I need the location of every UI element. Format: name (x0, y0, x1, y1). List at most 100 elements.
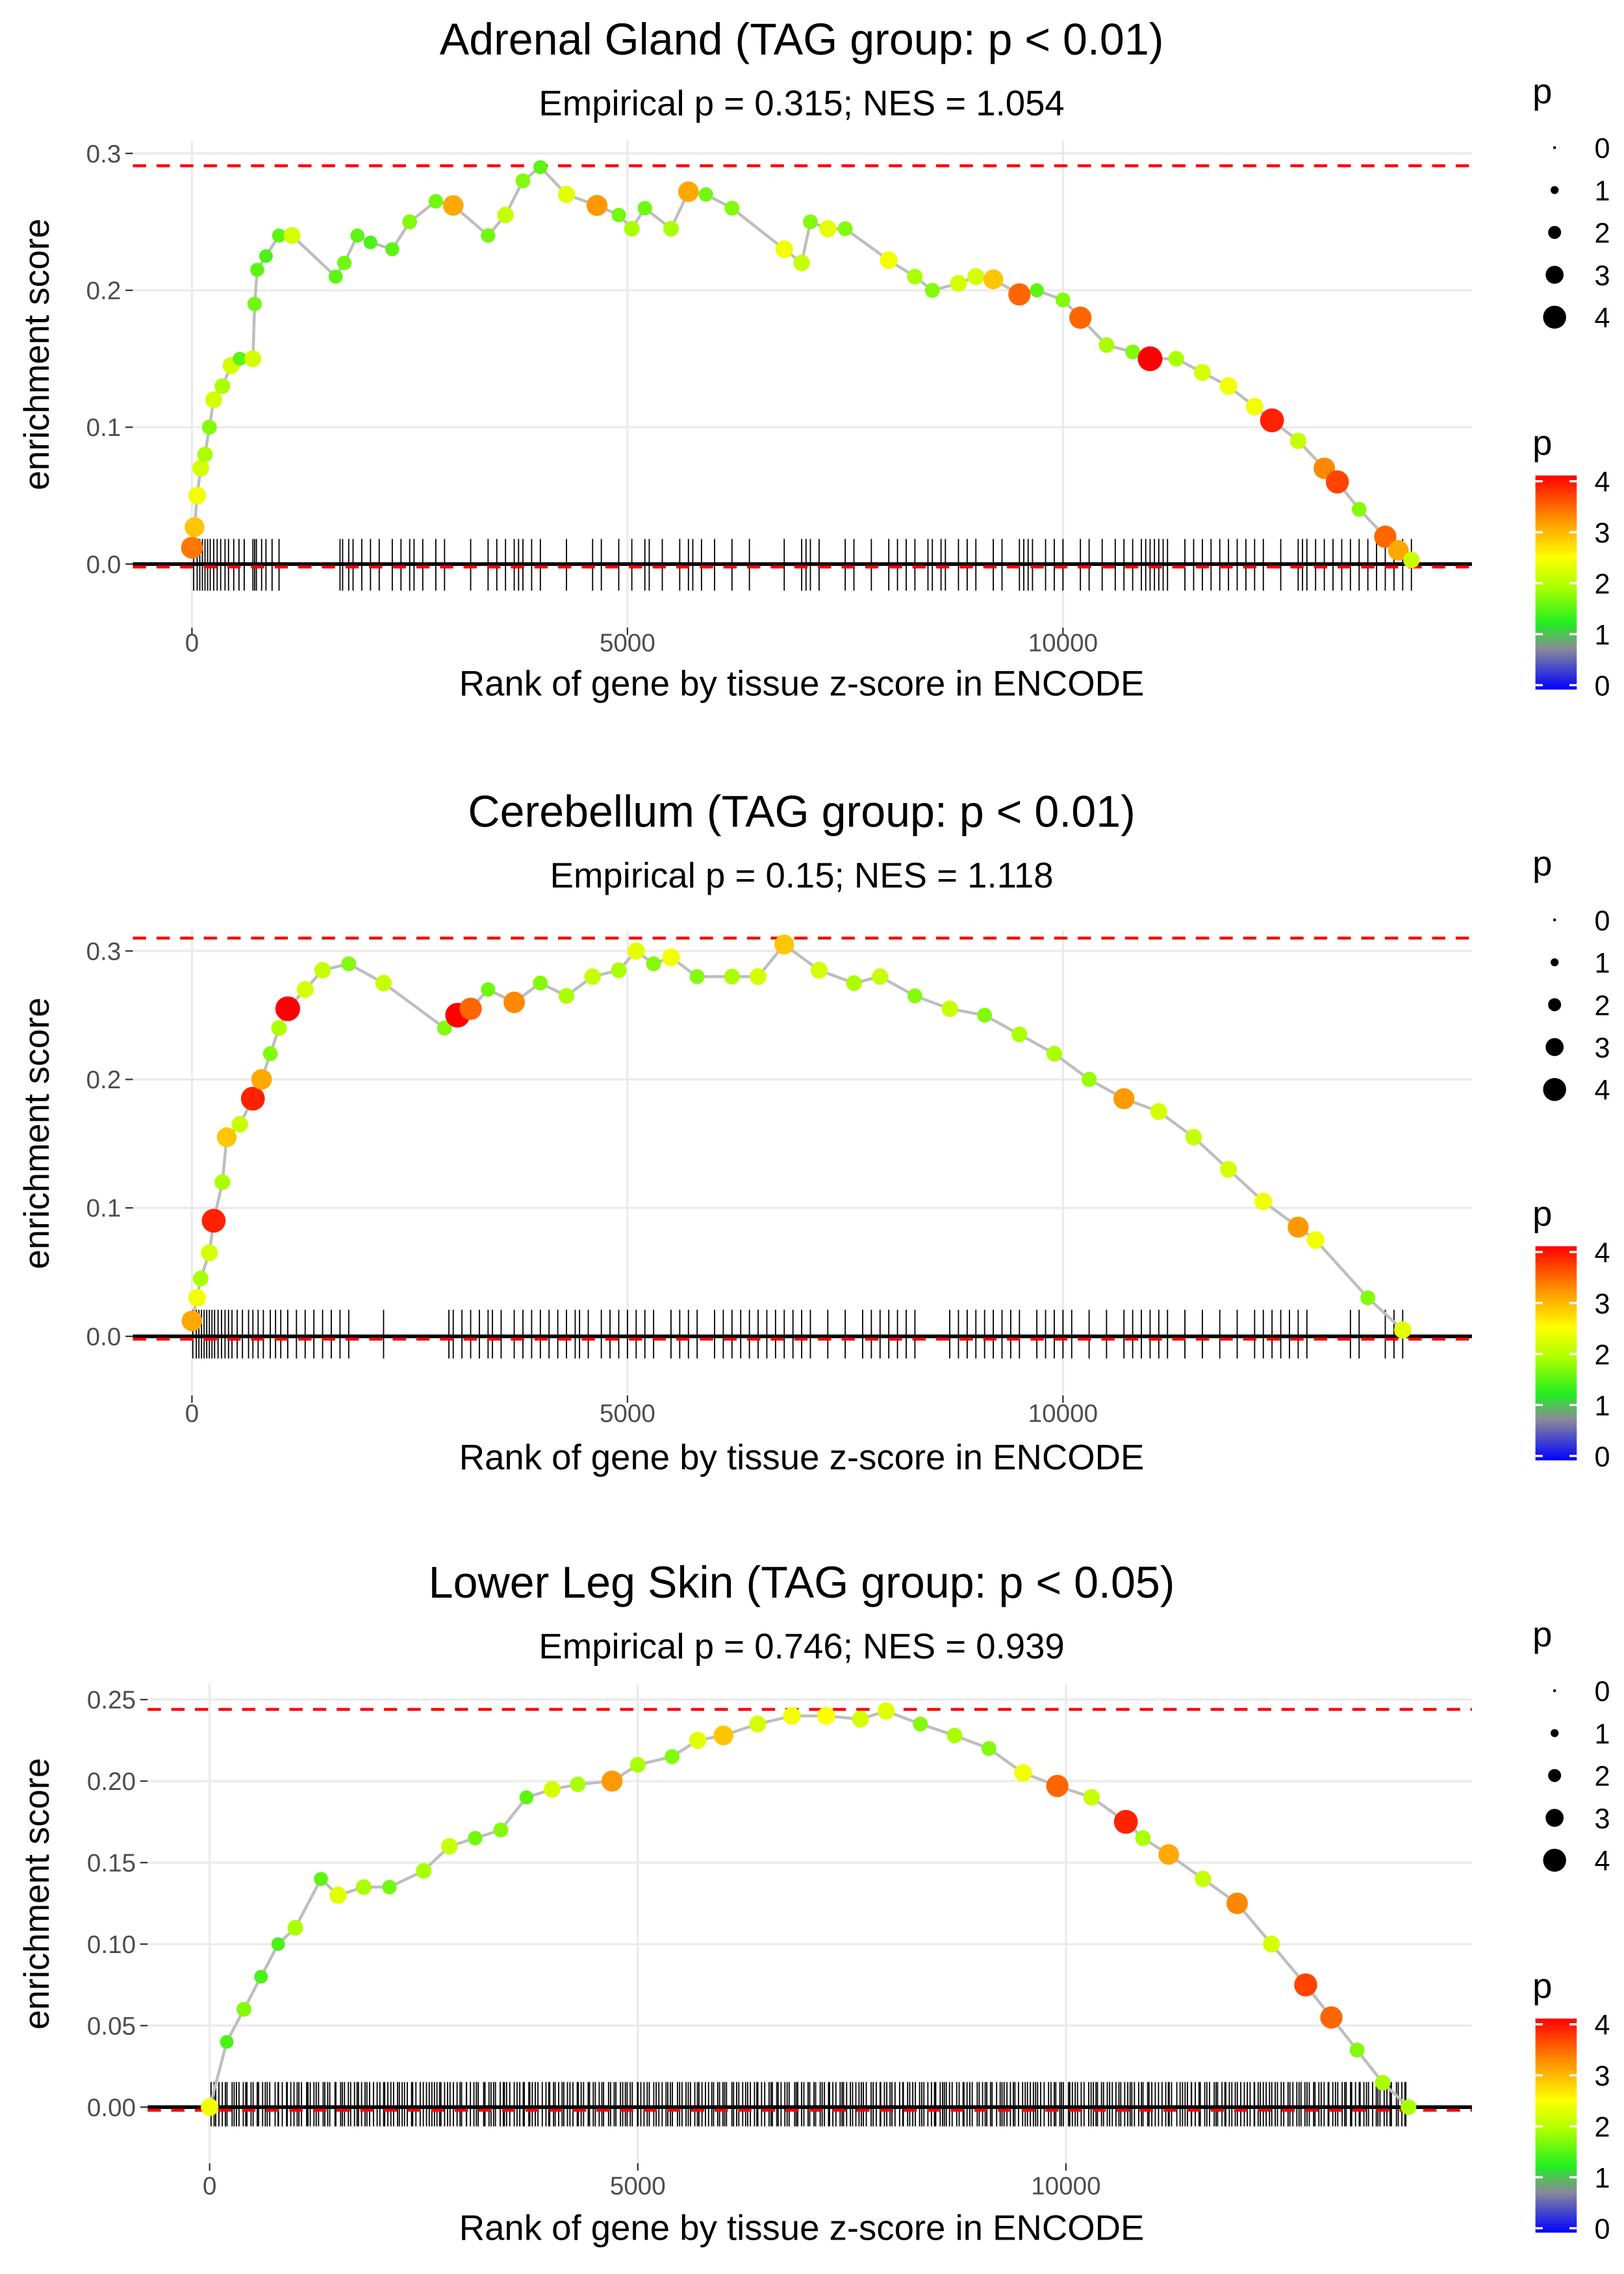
chart-title: Adrenal Gland (TAG group: p < 0.01) (440, 15, 1164, 64)
data-point (1349, 2042, 1365, 2058)
y-tick-label: 0.15 (87, 1849, 136, 1877)
size-legend-dot (1551, 958, 1559, 967)
data-point (201, 2098, 219, 2116)
size-legend-label: 3 (1595, 261, 1610, 292)
data-point (950, 275, 967, 292)
size-legend-dot (1553, 146, 1556, 149)
size-legend-label: 2 (1595, 1761, 1610, 1793)
data-point (533, 975, 548, 991)
data-point (628, 942, 645, 960)
color-legend-title: p (1532, 423, 1552, 463)
data-point (1403, 552, 1420, 568)
chart-title: Cerebellum (TAG group: p < 0.01) (468, 787, 1135, 837)
data-point (946, 1728, 963, 1744)
data-point (750, 968, 767, 986)
data-point (1375, 2075, 1391, 2091)
data-point (663, 220, 679, 237)
data-point (1193, 364, 1211, 381)
size-legend-dot (1551, 1729, 1559, 1737)
data-point (441, 1838, 458, 1855)
data-point (774, 934, 794, 954)
data-point (287, 1920, 303, 1936)
data-point (1185, 1129, 1202, 1146)
data-point (1011, 1027, 1028, 1043)
data-point (337, 255, 352, 270)
size-legend-dot (1551, 186, 1559, 194)
data-point (329, 1886, 347, 1904)
data-point (1220, 1160, 1237, 1178)
enrichment-curve (190, 165, 1413, 561)
data-point (231, 1116, 248, 1133)
data-point (1360, 1290, 1376, 1305)
data-point (724, 200, 740, 216)
size-legend-dot (1545, 266, 1564, 284)
data-point (181, 537, 203, 559)
data-point (544, 1780, 561, 1798)
data-point (1289, 432, 1307, 450)
y-tick-label: 0.20 (87, 1768, 136, 1796)
data-point (184, 517, 205, 537)
data-point (437, 1020, 452, 1036)
data-point (188, 487, 207, 505)
size-legend-label: 2 (1595, 218, 1610, 249)
panel-1: 0.0 0.1 0.2 0.3 0 5000 10000 Adrenal Gland (TAG… (17, 15, 1610, 703)
data-point (375, 975, 392, 991)
data-point (1055, 292, 1071, 307)
color-legend-label: 2 (1595, 2112, 1610, 2143)
color-legend-label: 1 (1595, 2163, 1610, 2194)
data-point (810, 962, 828, 979)
data-point (272, 228, 286, 243)
data-point (907, 268, 923, 285)
data-point (1008, 283, 1031, 306)
y-tick-label: 0.3 (86, 938, 121, 965)
data-point (698, 187, 713, 202)
data-point (250, 262, 264, 277)
x-tick-label: 5000 (600, 629, 655, 657)
y-tick-label: 0.1 (86, 1195, 121, 1223)
data-point (846, 975, 862, 991)
chart-subtitle: Empirical p = 0.315; NES = 1.054 (539, 83, 1064, 123)
data-point (880, 251, 898, 270)
data-point (240, 1086, 265, 1111)
color-legend-label: 4 (1595, 467, 1610, 498)
data-point (1135, 1830, 1151, 1846)
data-point (236, 2002, 251, 2017)
size-legend-dot (1548, 1769, 1562, 1782)
data-point (629, 1757, 646, 1773)
data-point (1374, 525, 1397, 548)
data-point (341, 956, 357, 971)
data-point (611, 962, 627, 978)
data-point (877, 1702, 895, 1720)
color-legend-title: p (1532, 1966, 1552, 2006)
y-tick-label: 0.1 (86, 414, 121, 442)
size-legend-title: p (1532, 844, 1552, 884)
data-point (251, 1069, 272, 1090)
data-point (296, 980, 314, 998)
data-point (981, 1741, 996, 1756)
data-point (1168, 351, 1184, 367)
x-tick-label: 0 (203, 2172, 216, 2200)
size-legend-dot (1553, 1689, 1556, 1693)
size-legend-label: 0 (1595, 906, 1610, 937)
x-tick-label: 0 (185, 629, 199, 657)
data-point (244, 350, 262, 368)
data-point (1014, 1764, 1032, 1782)
data-point (724, 969, 740, 985)
y-tick-label: 0.2 (86, 1066, 121, 1094)
y-tick-label: 0.2 (86, 277, 121, 305)
data-point (775, 240, 793, 259)
data-point (1226, 1893, 1249, 1915)
data-point (188, 1288, 207, 1307)
size-legend-dot (1553, 918, 1556, 922)
data-point (493, 1822, 509, 1838)
data-point (416, 1863, 432, 1879)
data-point (907, 988, 922, 1004)
data-point (247, 296, 262, 311)
size-legend-title: p (1532, 71, 1552, 111)
data-point (1046, 1045, 1062, 1062)
data-point (214, 378, 231, 394)
size-legend-label: 3 (1595, 1804, 1610, 1835)
data-point (1125, 344, 1141, 360)
data-point (314, 962, 331, 978)
data-point (192, 459, 209, 477)
